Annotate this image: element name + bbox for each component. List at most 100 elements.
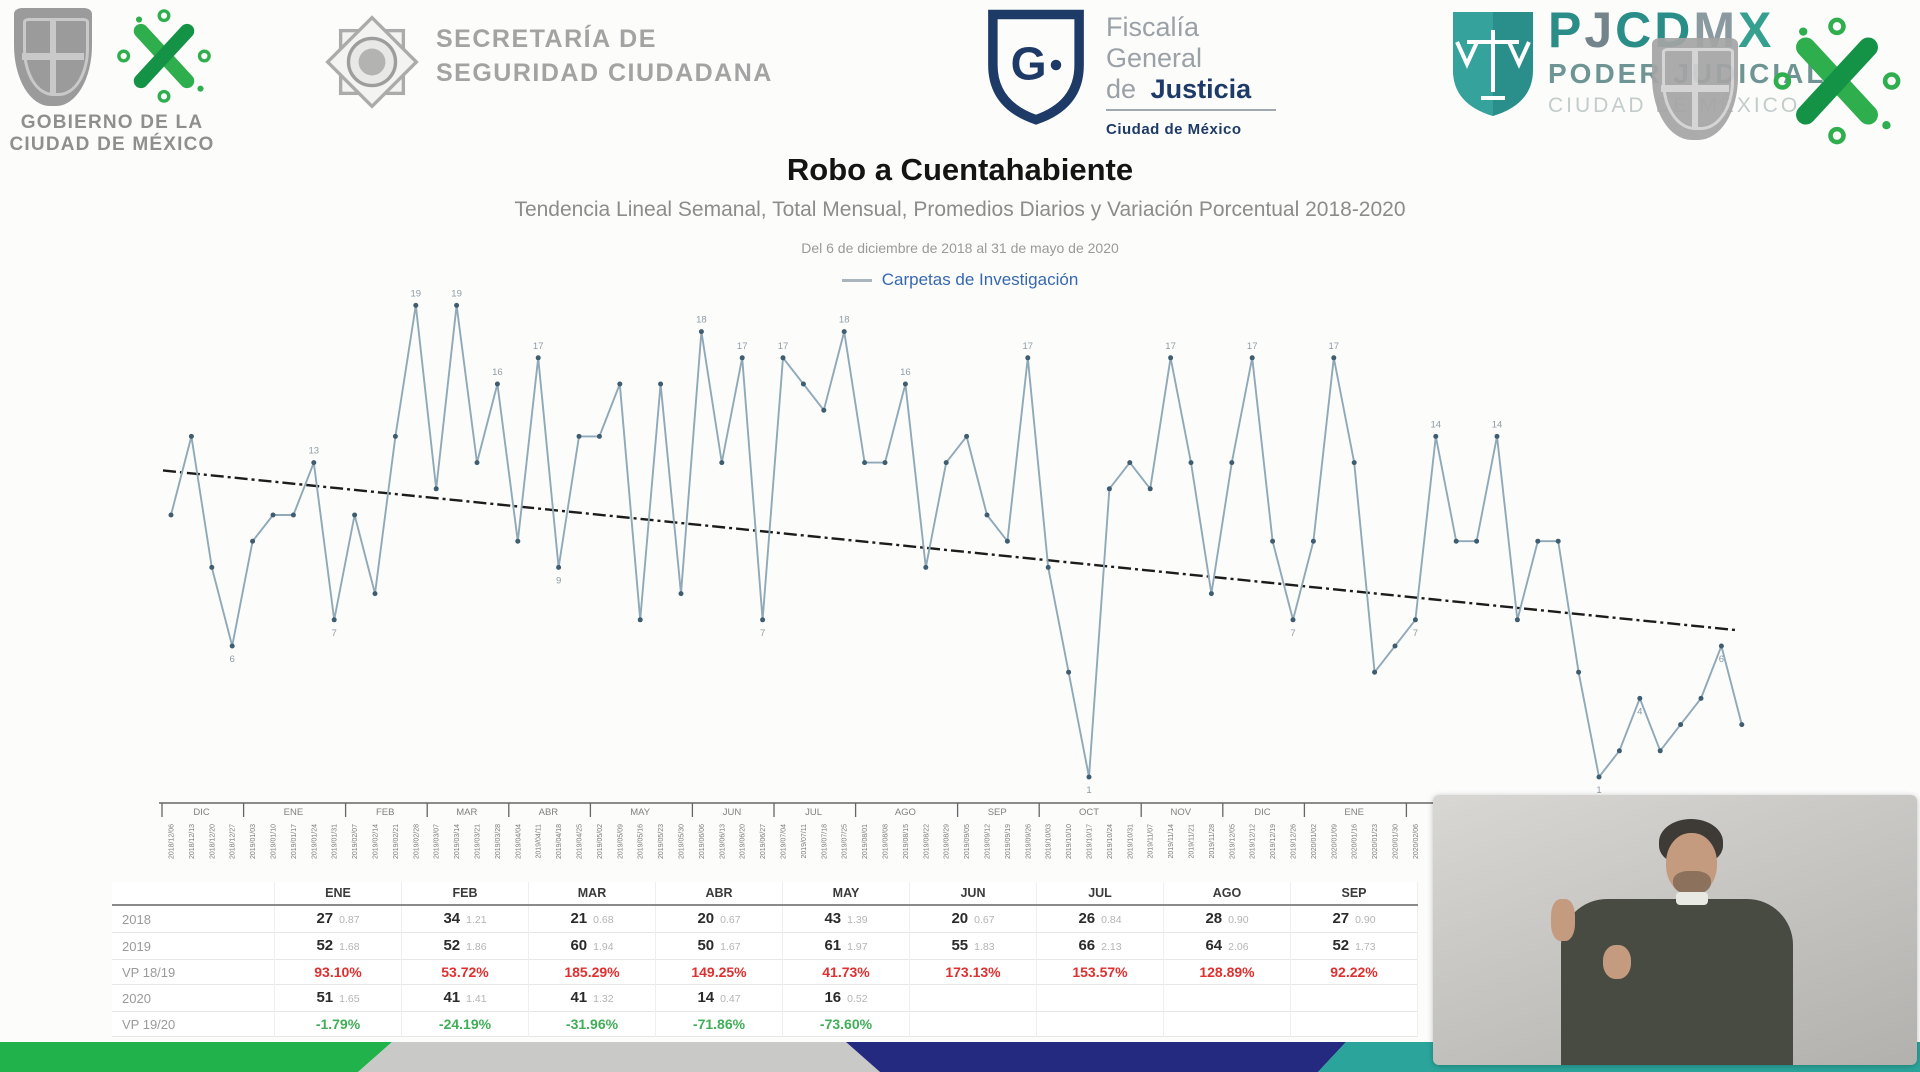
table-cell: 53.72% bbox=[401, 959, 529, 985]
month-band-label: NOV bbox=[1171, 807, 1192, 818]
data-point bbox=[413, 302, 419, 308]
interpreter-hand bbox=[1551, 899, 1575, 941]
table-column-header: FEB bbox=[401, 882, 529, 906]
data-point bbox=[1310, 538, 1316, 544]
data-point bbox=[923, 564, 929, 570]
table-column-header: ENE bbox=[274, 882, 402, 906]
month-band-label: AGO bbox=[895, 807, 916, 818]
pj-scales-icon bbox=[1453, 12, 1533, 116]
week-tick-label: 2019/02/14 bbox=[373, 824, 380, 859]
fgj-line1: Fiscalía bbox=[1106, 12, 1200, 42]
sign-language-interpreter-video[interactable] bbox=[1433, 795, 1917, 1065]
data-point bbox=[596, 433, 602, 439]
ssc-badge-icon bbox=[325, 15, 419, 109]
table-cell: 41.73% bbox=[782, 959, 910, 985]
data-point bbox=[637, 617, 643, 623]
week-tick-label: 2020/02/06 bbox=[1413, 824, 1420, 859]
week-tick-label: 2019/02/21 bbox=[393, 824, 400, 859]
table-cell: -1.79% bbox=[274, 1011, 402, 1037]
table-cell: 153.57% bbox=[1036, 959, 1164, 985]
week-tick-label: 2019/02/28 bbox=[413, 824, 420, 859]
data-point bbox=[780, 355, 786, 361]
week-tick-label: 2019/10/17 bbox=[1087, 824, 1094, 859]
table-cell bbox=[1290, 984, 1418, 1012]
table-cell: 92.22% bbox=[1290, 959, 1418, 985]
table-corner bbox=[112, 882, 275, 906]
table-cell: 50 1.67 bbox=[655, 932, 783, 960]
data-point-label: 18 bbox=[696, 315, 707, 326]
week-tick-label: 2019/05/30 bbox=[679, 824, 686, 859]
table-cell: 185.29% bbox=[528, 959, 656, 985]
cdmx-x-icon bbox=[117, 9, 211, 103]
table-row: VP 19/20 -1.79% -24.19% -31.96% -71.86% -73.6… bbox=[112, 1011, 1418, 1037]
data-point bbox=[1372, 669, 1378, 675]
data-point bbox=[1127, 460, 1133, 466]
data-point bbox=[1433, 433, 1439, 439]
legend-label: Carpetas de Investigación bbox=[881, 270, 1079, 289]
chart-legend: Carpetas de Investigación bbox=[0, 270, 1920, 290]
week-tick-label: 2020/01/30 bbox=[1393, 824, 1400, 859]
week-tick-label: 2019/06/06 bbox=[699, 824, 706, 859]
table-cell: 20 0.67 bbox=[655, 905, 783, 933]
shield-detail bbox=[1660, 84, 1730, 93]
table-cell bbox=[1036, 1011, 1164, 1037]
table-column-header: AGO bbox=[1163, 882, 1291, 906]
data-point-label: 17 bbox=[1165, 341, 1176, 352]
data-point bbox=[1188, 460, 1194, 466]
table-row-label: VP 19/20 bbox=[112, 1011, 275, 1037]
page-title: Robo a Cuentahabiente bbox=[786, 152, 1134, 187]
footer-bar bbox=[358, 1042, 880, 1072]
data-point-label: 1 bbox=[1596, 785, 1601, 796]
month-band-label: ENE bbox=[1344, 807, 1364, 818]
table-row: VP 18/19 93.10% 53.72% 185.29% 149.25% 41.73%… bbox=[112, 959, 1418, 985]
week-tick-label: 2019/10/31 bbox=[1127, 824, 1134, 859]
shield-detail bbox=[21, 53, 85, 60]
week-tick-label: 2020/01/02 bbox=[1311, 824, 1318, 859]
ssc-line1: SECRETARÍA DE bbox=[436, 25, 657, 53]
data-point bbox=[1025, 355, 1031, 361]
week-tick-label: 2019/01/03 bbox=[250, 824, 257, 859]
data-point-label: 9 bbox=[556, 575, 561, 586]
data-point-label: 19 bbox=[451, 288, 462, 299]
table-cell: 20 0.67 bbox=[909, 905, 1037, 933]
table-column-header: ABR bbox=[655, 882, 783, 906]
week-tick-label: 2019/09/05 bbox=[964, 824, 971, 859]
pj-acronym-letter: P bbox=[1548, 2, 1585, 58]
week-tick-label: 2019/03/07 bbox=[434, 824, 441, 859]
data-point bbox=[1208, 591, 1214, 597]
table-column-header: MAR bbox=[528, 882, 656, 906]
table-cell: 41 1.32 bbox=[528, 984, 656, 1012]
week-tick-label: 2019/04/18 bbox=[556, 824, 563, 859]
week-tick-label: 2019/05/16 bbox=[638, 824, 645, 859]
data-point bbox=[821, 407, 827, 413]
fgj-divider bbox=[1106, 109, 1276, 111]
data-point-label: 17 bbox=[1023, 341, 1034, 352]
week-tick-label: 2019/04/04 bbox=[515, 824, 522, 859]
table-cell: 28 0.90 bbox=[1163, 905, 1291, 933]
data-point bbox=[719, 460, 725, 466]
pj-acronym-letter: X bbox=[1738, 2, 1775, 58]
table-cell: 60 1.94 bbox=[528, 932, 656, 960]
data-point bbox=[1698, 695, 1704, 701]
week-tick-label: 2019/02/07 bbox=[352, 824, 359, 859]
table-cell: 51 1.65 bbox=[274, 984, 402, 1012]
data-point bbox=[494, 381, 500, 387]
cdmx-x-icon bbox=[1773, 17, 1901, 145]
interpreter-collar bbox=[1676, 892, 1708, 905]
data-point bbox=[372, 591, 378, 597]
table-cell: 27 0.90 bbox=[1290, 905, 1418, 933]
table-row: 2019 52 1.68 52 1.86 60 1.94 50 1.67 61 1.97 55 1.83… bbox=[112, 932, 1418, 960]
data-point-label: 7 bbox=[760, 628, 765, 639]
month-band-label: ENE bbox=[284, 807, 304, 818]
week-tick-label: 2019/12/26 bbox=[1291, 824, 1298, 859]
data-point bbox=[984, 512, 990, 518]
data-point bbox=[311, 460, 317, 466]
gob-line1: GOBIERNO DE LA bbox=[20, 112, 204, 133]
week-tick-label: 2019/12/19 bbox=[1270, 824, 1277, 859]
data-point bbox=[760, 617, 766, 623]
week-tick-label: 2019/09/19 bbox=[1005, 824, 1012, 859]
month-band-label: MAR bbox=[456, 807, 477, 818]
week-tick-label: 2019/10/24 bbox=[1107, 824, 1114, 859]
week-tick-label: 2019/11/28 bbox=[1209, 824, 1216, 859]
